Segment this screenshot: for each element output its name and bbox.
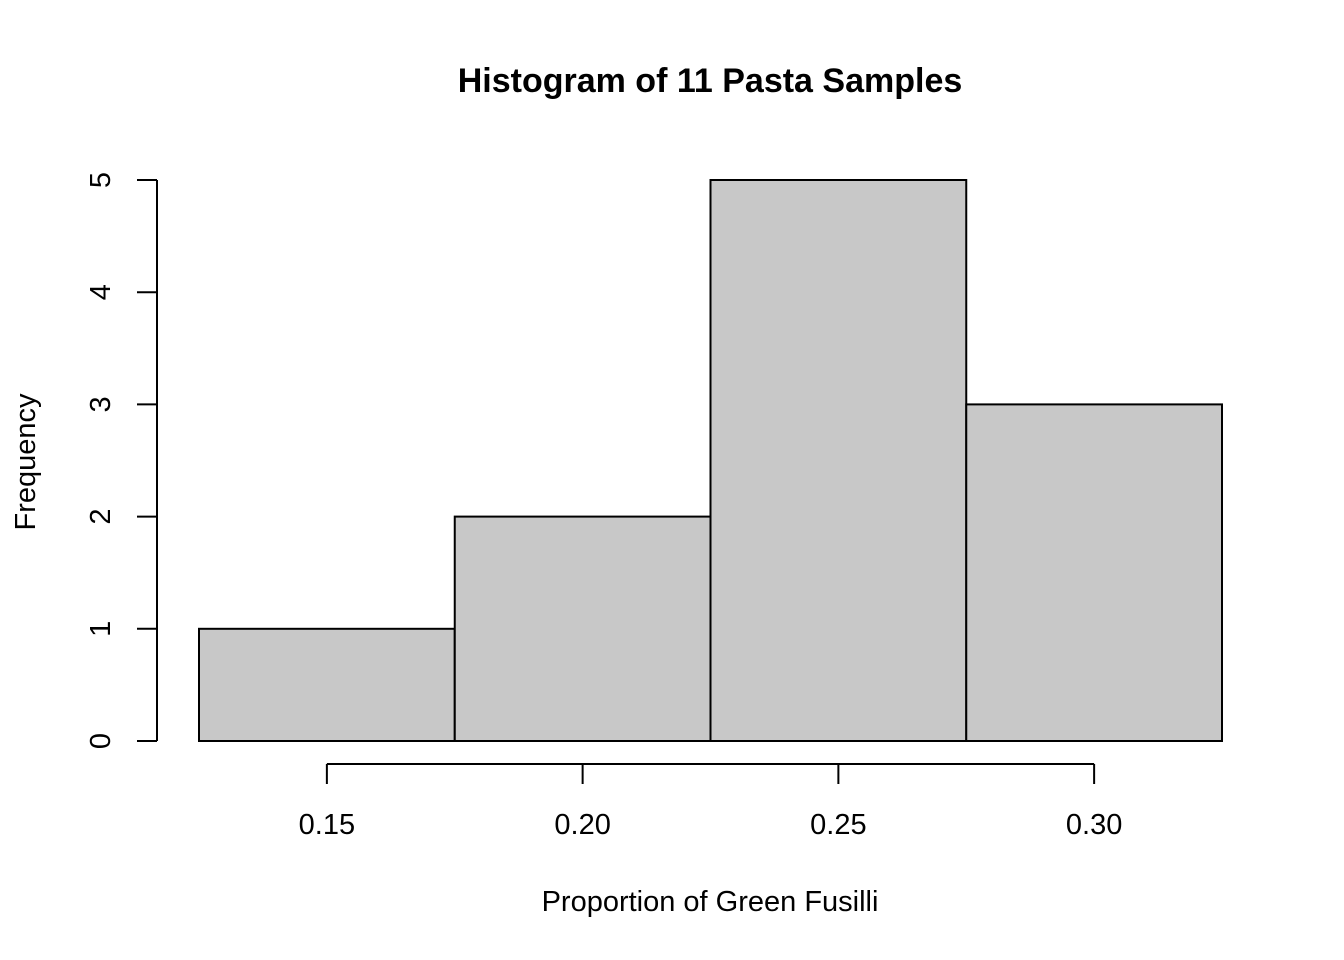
x-axis-label: Proportion of Green Fusilli (542, 886, 879, 918)
histogram-bar (198, 627, 456, 742)
y-tick-label: 2 (85, 509, 117, 525)
histogram-bar (709, 179, 968, 742)
histogram-bar (965, 403, 1223, 742)
y-axis-label: Frequency (10, 393, 42, 531)
x-tick-label: 0.15 (299, 809, 355, 841)
y-tick-label: 4 (85, 284, 117, 300)
y-axis: 0 1 2 3 4 5 (85, 172, 158, 749)
bars-group (198, 179, 1223, 742)
histogram-bar (453, 515, 712, 742)
x-tick-label: 0.25 (810, 809, 866, 841)
x-tick-label: 0.30 (1066, 809, 1122, 841)
x-axis: 0.15 0.20 0.25 0.30 (299, 763, 1122, 841)
x-tick-label: 0.20 (554, 809, 610, 841)
y-tick-label: 1 (85, 621, 117, 637)
chart-title: Histogram of 11 Pasta Samples (458, 62, 963, 100)
y-tick-label: 0 (85, 733, 117, 749)
y-tick-label: 5 (85, 172, 117, 188)
y-tick-label: 3 (85, 396, 117, 412)
